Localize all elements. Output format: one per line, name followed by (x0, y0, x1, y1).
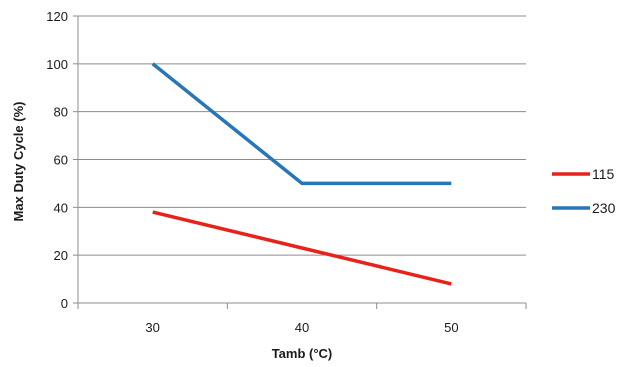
y-tick-label: 80 (54, 105, 68, 120)
series-line-230 (151, 62, 452, 186)
x-tick-label: 40 (295, 320, 309, 335)
axes (73, 15, 527, 309)
series-line-115 (152, 210, 452, 286)
legend-label-115: 115 (592, 166, 615, 182)
y-tick-label: 0 (61, 296, 68, 311)
x-tick-label: 50 (444, 320, 458, 335)
legend: 115 230 (552, 166, 616, 216)
y-tick-label: 120 (46, 9, 68, 24)
y-tick-label: 100 (46, 57, 68, 72)
x-axis-title: Tamb (°C) (272, 346, 333, 361)
y-tick-label: 20 (54, 248, 68, 263)
y-tick-labels: 0 20 40 60 80 100 120 (46, 9, 68, 311)
y-tick-label: 60 (54, 153, 68, 168)
y-tick-label: 40 (54, 200, 68, 215)
x-tick-labels: 30 40 50 (145, 320, 458, 335)
y-axis-title: Max Duty Cycle (%) (11, 102, 26, 222)
x-tick-label: 30 (145, 320, 159, 335)
series-lines (151, 62, 452, 286)
gridlines (78, 15, 526, 256)
legend-label-230: 230 (592, 200, 616, 216)
